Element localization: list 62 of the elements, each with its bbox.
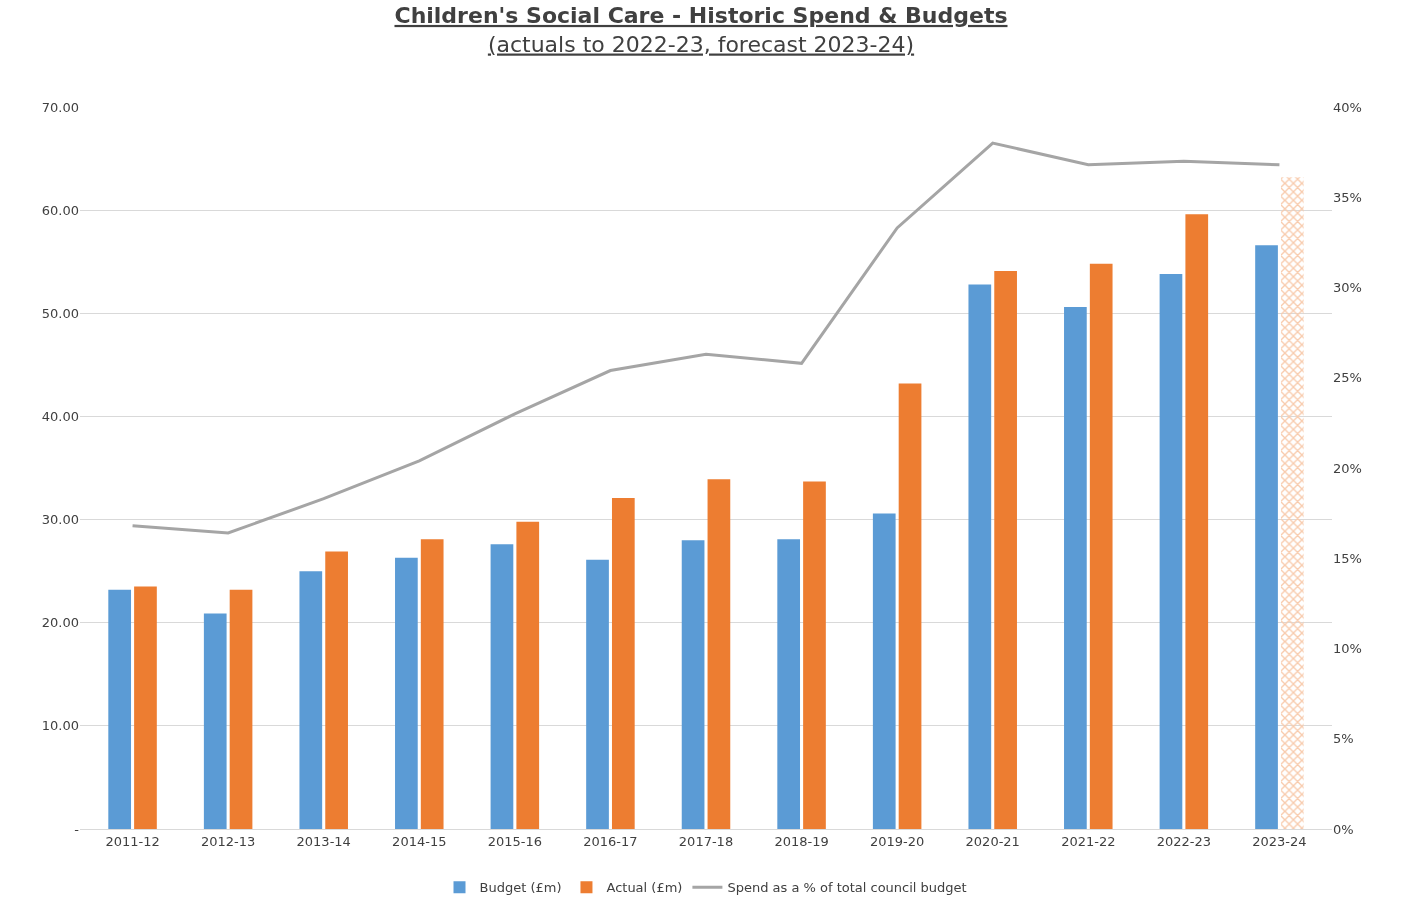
bar (1064, 307, 1087, 829)
y2-tick-label: 25% (1333, 370, 1362, 386)
bar (134, 586, 157, 829)
y-tick-label: 70.00 (41, 99, 79, 115)
legend-label: Spend as a % of total council budget (727, 880, 967, 896)
y-tick-label: 50.00 (41, 305, 79, 321)
x-tick-label: 2012-13 (200, 833, 256, 849)
line-series (131, 141, 1281, 535)
y2-tick-label: 30% (1333, 280, 1362, 296)
y2-tick-label: 10% (1333, 641, 1362, 657)
y2-tick-label: 35% (1333, 189, 1362, 205)
bar (420, 539, 444, 829)
y-tick-label: - (74, 821, 80, 837)
bar (516, 521, 540, 829)
bar (395, 557, 418, 829)
bar (1159, 274, 1183, 829)
x-tick-label: 2018-19 (774, 833, 829, 849)
y2-tick-label: 15% (1333, 550, 1362, 566)
y-tick-label: 10.00 (41, 718, 79, 734)
bar (777, 539, 801, 829)
chart-title: Children's Social Care - Historic Spend & Budgets (394, 2, 1008, 28)
legend-label: Actual (£m) (606, 880, 683, 896)
bar (681, 540, 705, 829)
x-tick-label: 2021-22 (1061, 833, 1116, 849)
x-tick-label: 2017-18 (678, 833, 734, 849)
x-tick-label: 2022-23 (1156, 833, 1212, 849)
y2-tick-label: 5% (1333, 731, 1354, 747)
bar (803, 481, 826, 829)
bar (611, 497, 635, 829)
bar (1255, 245, 1278, 829)
x-tick-label: 2023-24 (1252, 833, 1307, 849)
x-tick-label: 2015-16 (487, 833, 543, 849)
bar (1089, 263, 1113, 829)
bar (707, 479, 731, 829)
bar (968, 284, 992, 829)
y2-tick-label: 20% (1333, 460, 1362, 476)
bar (898, 383, 922, 829)
x-tick-label: 2019-20 (869, 833, 925, 849)
y-tick-label: 40.00 (41, 408, 79, 424)
y-tick-label: 20.00 (41, 615, 79, 631)
x-tick-label: 2014-15 (392, 833, 447, 849)
bar (994, 271, 1017, 829)
bar (586, 559, 609, 829)
x-tick-label: 2013-14 (296, 833, 351, 849)
bar (299, 571, 323, 829)
y-tick-label: 60.00 (41, 202, 79, 218)
bar (1185, 214, 1209, 829)
y-tick-label: 30.00 (41, 512, 79, 528)
x-tick-label: 2020-21 (965, 833, 1020, 849)
x-tick-label: 2011-12 (105, 833, 160, 849)
bar (872, 513, 896, 829)
legend-label: Budget (£m) (479, 880, 562, 896)
bar (229, 589, 253, 829)
chart-subtitle: (actuals to 2022-23, forecast 2023-24) (487, 31, 915, 57)
bar (203, 613, 227, 829)
bar (325, 551, 348, 829)
bar (1280, 177, 1304, 829)
y2-tick-label: 0% (1333, 821, 1354, 837)
bar (490, 544, 514, 829)
bar (108, 589, 132, 829)
x-tick-label: 2016-17 (583, 833, 638, 849)
y2-tick-label: 40% (1333, 99, 1362, 115)
